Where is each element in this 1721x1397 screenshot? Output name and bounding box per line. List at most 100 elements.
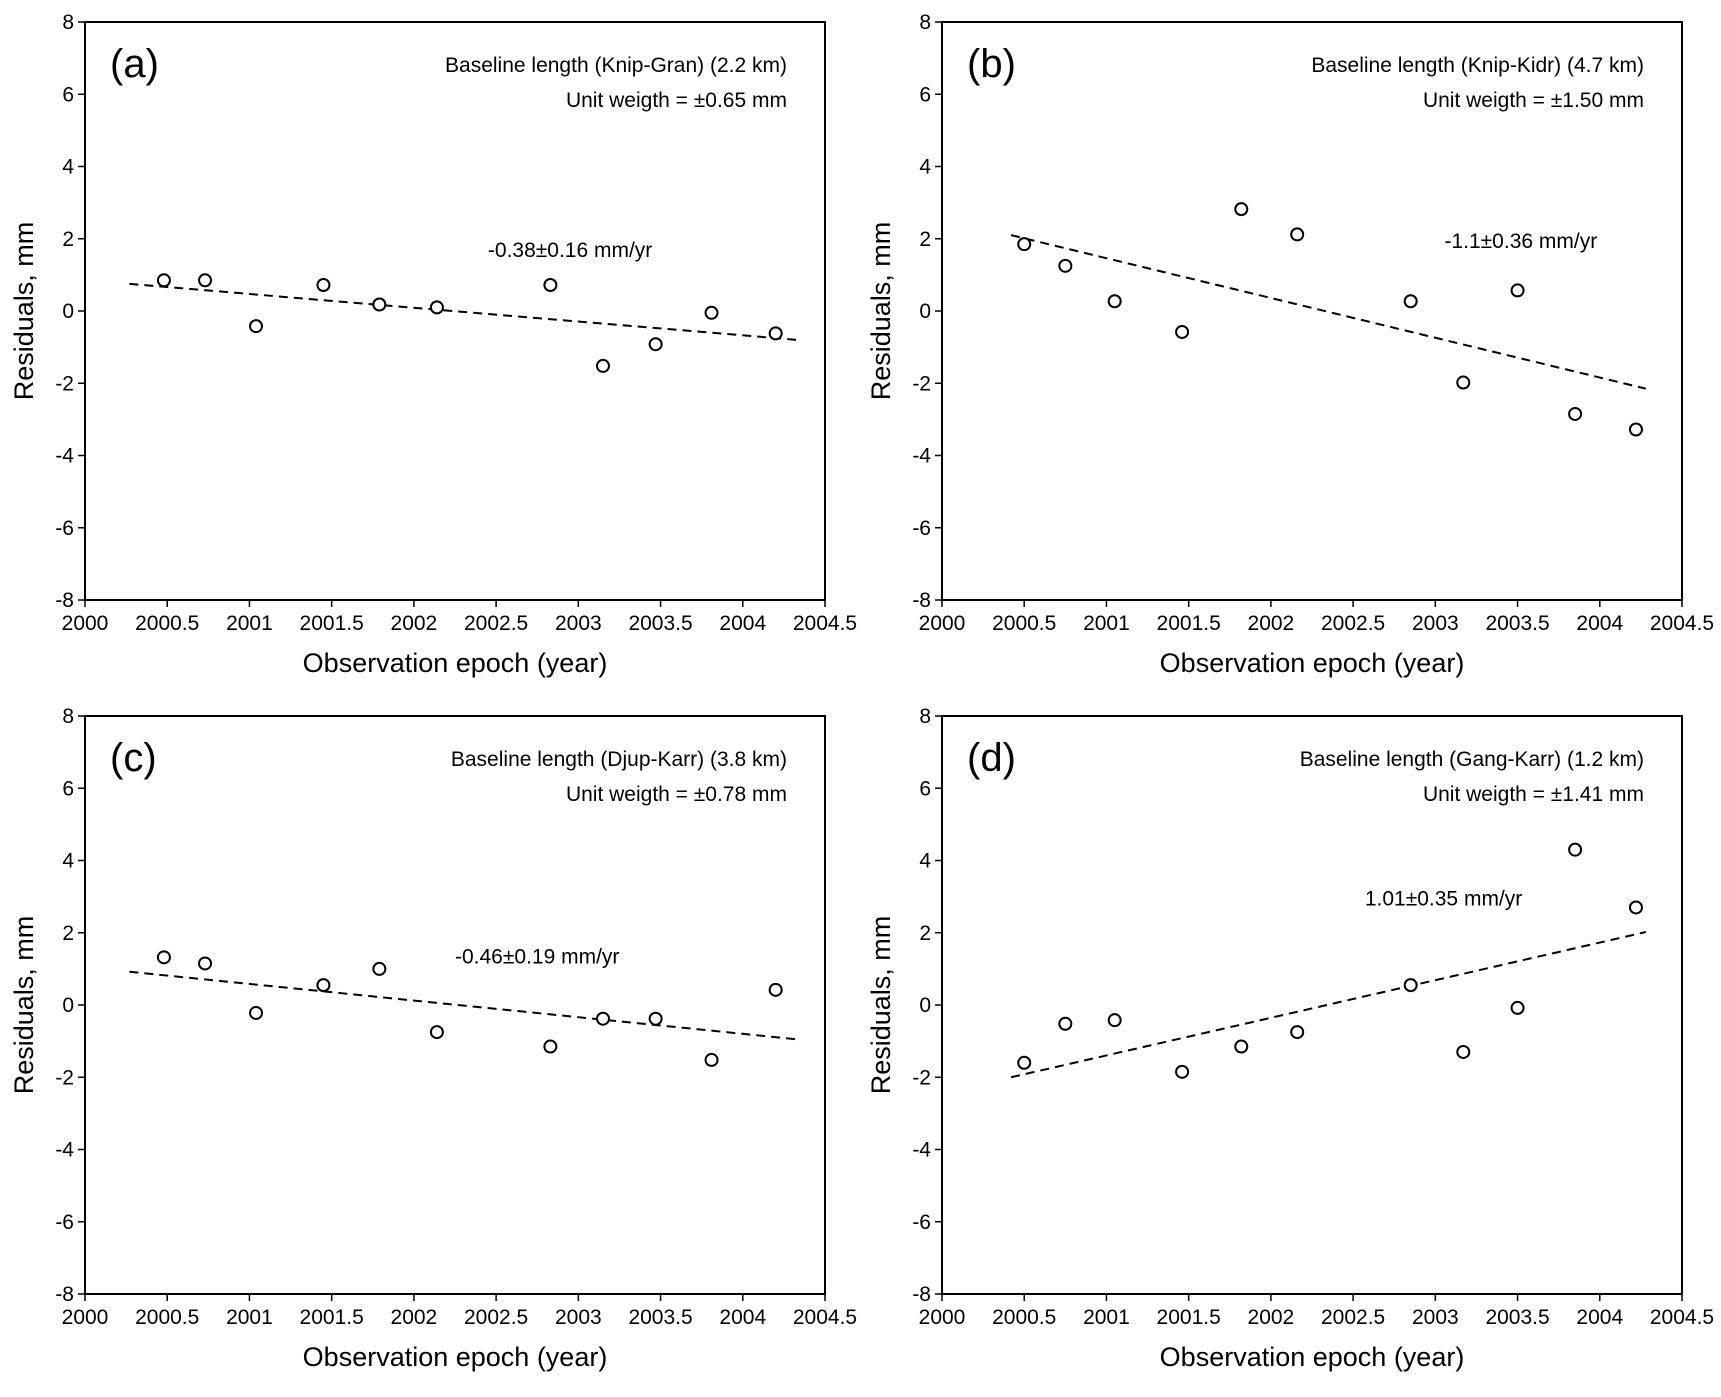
x-tick-label: 2001.5	[300, 612, 364, 635]
y-tick-label: 8	[62, 11, 74, 34]
data-point	[1403, 978, 1418, 993]
y-tick-label: -8	[55, 1283, 74, 1306]
data-point	[704, 305, 719, 320]
x-tick-label: 2000	[62, 612, 109, 635]
y-tick-label: 2	[919, 228, 931, 251]
y-tick-label: -6	[912, 517, 931, 540]
data-point	[372, 961, 387, 976]
x-tick-label: 2003	[555, 612, 602, 635]
x-tick-label: 2003.5	[1485, 1306, 1549, 1329]
panel-label: (a)	[110, 42, 159, 86]
x-tick-label: 2000.5	[135, 612, 199, 635]
x-tick-label: 2003.5	[628, 612, 692, 635]
x-tick-label: 2000	[62, 1306, 109, 1329]
y-tick-label: -6	[55, 517, 74, 540]
y-tick-label: 0	[919, 300, 931, 323]
x-tick-label: 2004.5	[793, 612, 857, 635]
panel-a: 2000 2000.5 2001 2001.5 2002 2002.5 2003 2003.5…	[9, 11, 857, 678]
x-tick-label: 2000	[919, 612, 966, 635]
y-tick-label: -8	[912, 589, 931, 612]
x-axis-label: Observation epoch (year)	[303, 648, 608, 678]
data-point	[156, 273, 171, 288]
data-point	[648, 337, 663, 352]
panel-label: (b)	[967, 42, 1016, 86]
x-tick-label: 2004.5	[1650, 612, 1714, 635]
y-axis-label: Residuals, mm	[9, 222, 39, 401]
data-point	[249, 319, 264, 334]
x-tick-label: 2004	[1576, 612, 1623, 635]
data-point	[543, 277, 558, 292]
x-tick-label: 2001.5	[1157, 1306, 1221, 1329]
y-tick-label: -2	[912, 372, 931, 395]
y-tick-label: 8	[919, 11, 931, 34]
data-point	[1058, 258, 1073, 273]
y-tick-label: -4	[55, 445, 74, 468]
data-point	[1403, 294, 1418, 309]
data-point	[648, 1011, 663, 1026]
x-tick-label: 2000	[919, 1306, 966, 1329]
x-tick-label: 2003	[1412, 612, 1459, 635]
data-point	[316, 277, 331, 292]
data-point	[596, 1011, 610, 1026]
data-point	[429, 300, 444, 315]
y-tick-label: -4	[912, 445, 931, 468]
y-tick-label: -8	[912, 1283, 931, 1306]
x-tick-label: 2001.5	[1157, 612, 1221, 635]
x-tick-label: 2002.5	[1321, 612, 1385, 635]
data-point	[1175, 1064, 1190, 1079]
y-tick-label: -2	[55, 372, 74, 395]
data-point	[1290, 227, 1305, 242]
y-tick-label: 2	[62, 922, 74, 945]
y-axis-label: Residuals, mm	[9, 916, 39, 1095]
trend-label: -1.1±0.36 mm/yr	[1444, 230, 1597, 253]
x-tick-label: 2003.5	[1485, 612, 1549, 635]
chart-title: Baseline length (Gang-Karr) (1.2 km)	[1300, 748, 1644, 771]
data-point	[156, 950, 171, 965]
data-point	[1456, 375, 1471, 390]
data-point	[1175, 324, 1190, 339]
x-tick-label: 2002.5	[1321, 1306, 1385, 1329]
data-point	[1568, 406, 1583, 421]
x-axis-label: Observation epoch (year)	[1160, 648, 1465, 678]
x-tick-label: 2000.5	[992, 612, 1056, 635]
x-tick-label: 2001	[226, 1306, 273, 1329]
data-point	[372, 297, 387, 312]
y-tick-label: 0	[62, 300, 74, 323]
x-tick-label: 2002.5	[464, 1306, 528, 1329]
data-point	[1290, 1025, 1305, 1040]
data-point	[768, 326, 783, 341]
x-tick-label: 2004	[719, 1306, 766, 1329]
y-tick-label: 8	[62, 705, 74, 728]
data-point	[768, 982, 783, 997]
data-point	[1107, 1013, 1122, 1028]
y-axis-label: Residuals, mm	[866, 916, 896, 1095]
x-tick-label: 2004.5	[1650, 1306, 1714, 1329]
y-tick-label: 6	[919, 83, 931, 106]
chart-title: Baseline length (Knip-Kidr) (4.7 km)	[1311, 54, 1644, 77]
y-tick-label: -4	[55, 1139, 74, 1162]
y-tick-label: 8	[919, 705, 931, 728]
panel-d: 2000 2000.5 2001 2001.5 2002 2002.5 2003 2003.5…	[866, 705, 1714, 1372]
chart-title: Baseline length (Djup-Karr) (3.8 km)	[451, 748, 787, 771]
y-tick-label: 4	[62, 156, 74, 179]
trend-line	[129, 282, 798, 341]
data-point	[429, 1025, 444, 1040]
x-axis-label: Observation epoch (year)	[1160, 1342, 1465, 1372]
data-point	[1510, 1000, 1525, 1015]
x-tick-label: 2002	[1248, 1306, 1295, 1329]
y-tick-label: -2	[55, 1066, 74, 1089]
x-tick-label: 2004.5	[793, 1306, 857, 1329]
y-tick-label: 0	[919, 994, 931, 1017]
trend-label: -0.38±0.16 mm/yr	[488, 239, 652, 262]
data-point	[543, 1039, 558, 1054]
x-tick-label: 2003	[555, 1306, 602, 1329]
x-axis-label: Observation epoch (year)	[303, 1342, 608, 1372]
y-tick-label: 2	[919, 922, 931, 945]
y-tick-label: 2	[62, 228, 74, 251]
panel-label: (c)	[110, 736, 157, 780]
y-tick-label: -4	[912, 1139, 931, 1162]
data-point	[1017, 237, 1032, 252]
x-tick-label: 2000.5	[992, 1306, 1056, 1329]
x-tick-label: 2001	[1083, 612, 1130, 635]
